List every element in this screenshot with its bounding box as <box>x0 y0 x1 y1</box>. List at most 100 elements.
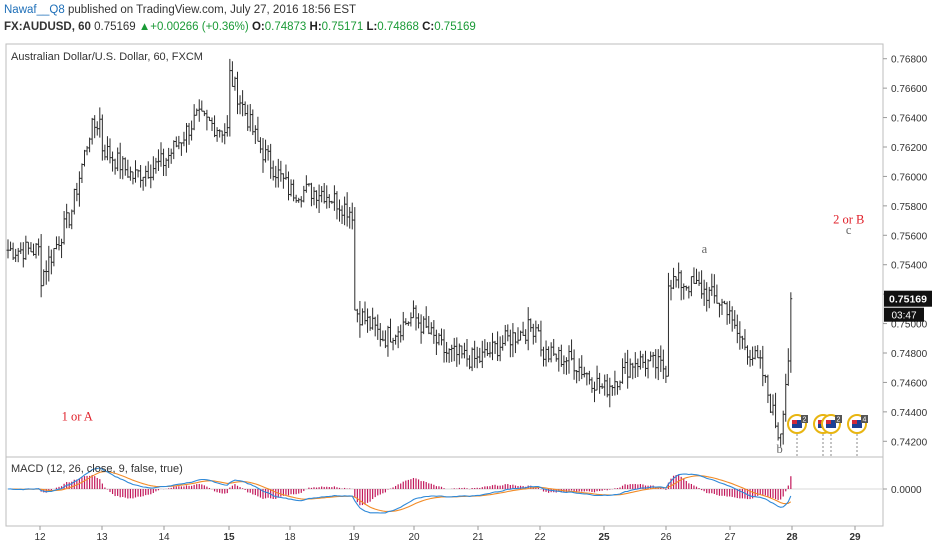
ohlc-bar <box>14 248 18 263</box>
ohlc-bar <box>437 333 441 346</box>
ohlc-bar <box>588 370 591 385</box>
ohlc-bar <box>223 123 227 145</box>
ohlc-bar <box>32 243 35 256</box>
ohlc-bar <box>702 279 706 306</box>
ohlc-bar <box>83 149 86 167</box>
ohlc-bar <box>519 330 522 341</box>
macd-panel-title: MACD (12, 26, close, 9, false, true) <box>11 463 183 475</box>
ohlc-bar <box>312 186 316 206</box>
ohlc-bar <box>753 345 757 360</box>
ohlc-bar <box>621 358 624 384</box>
ohlc-bar <box>180 142 183 156</box>
ohlc-bar <box>766 374 770 404</box>
chart-svg[interactable]: 0.0000 0.76800 0.76600 0.76400 0.76200 0.760… <box>0 40 932 550</box>
ohlc-bar <box>366 308 369 333</box>
ohlc-bar <box>126 159 130 178</box>
ohlc-bar <box>164 157 168 177</box>
ohlc-bar <box>649 351 652 362</box>
ohlc-bar <box>343 196 346 226</box>
price-tick-label: 0.76000 <box>891 172 928 183</box>
ohlc-bar <box>256 116 260 142</box>
price-tick-label: 0.74800 <box>891 349 928 360</box>
ohlc-bar <box>654 349 658 379</box>
ohlc-bar <box>435 329 438 356</box>
ohlc-bar <box>185 122 188 153</box>
ohlc-bar <box>62 211 66 245</box>
ohlc-bar <box>547 346 550 363</box>
ohlc-bar <box>501 335 505 351</box>
ohlc-bar <box>251 109 255 136</box>
last-price: 0.75169 <box>94 21 136 33</box>
ohlc-bar <box>353 207 357 311</box>
ohlc-bar <box>511 323 515 358</box>
ohlc-bar <box>310 182 313 207</box>
wave-label: a <box>702 242 708 256</box>
ohlc-bar <box>42 269 46 287</box>
ohlc-bar <box>707 286 711 309</box>
ohlc-bar <box>460 345 464 359</box>
ohlc-bar <box>34 243 38 259</box>
wave-label: b <box>776 442 782 456</box>
time-tick-label: 27 <box>724 532 736 543</box>
ohlc-bar <box>167 147 171 168</box>
author-name[interactable]: Nawaf__Q8 <box>4 4 65 16</box>
ohlc-bar <box>590 377 594 393</box>
ohlc-bar <box>210 117 214 131</box>
time-tick-label: 21 <box>472 532 484 543</box>
ohlc-bar <box>72 188 76 215</box>
ohlc-bar <box>182 131 186 147</box>
flag-corner <box>792 420 797 424</box>
ohlc-bar <box>465 339 469 367</box>
published-text: published on TradingView.com, July 27, 2… <box>67 4 357 16</box>
ohlc-bar <box>664 365 668 383</box>
ohlc-bar <box>108 138 112 164</box>
ohlc-bar <box>384 330 387 349</box>
ohlc-bar <box>6 239 10 259</box>
ohlc-bar <box>730 306 734 332</box>
ohlc-bar <box>394 334 397 345</box>
ohlc-bar <box>741 335 744 349</box>
macd-signal-line <box>8 471 792 512</box>
ohlc-bar <box>29 242 33 253</box>
ohlc-bar <box>626 349 630 389</box>
time-tick-label: 13 <box>96 532 108 543</box>
ohlc-bar <box>743 329 747 351</box>
ohlc-bar <box>299 196 303 208</box>
ohlc-bar <box>661 349 665 380</box>
ohlc-bar <box>266 145 270 161</box>
ohlc-bar <box>480 340 484 369</box>
ohlc-bar <box>761 345 765 387</box>
ohlc-bar <box>414 305 418 331</box>
ohlc-bar <box>187 122 191 145</box>
ohlc-bar <box>149 164 153 189</box>
ohlc-bar <box>90 117 94 145</box>
symbol-line: FX:AUDUSD, 60 0.75169 ▲+0.00266 (+0.36%)… <box>4 21 476 33</box>
ohlc-bar <box>712 274 716 304</box>
ohlc-bar <box>123 157 127 176</box>
ohlc-bar <box>373 316 377 337</box>
ohlc-bar <box>758 350 762 369</box>
ohlc-bar <box>284 164 288 180</box>
ohlc-bar <box>598 372 601 394</box>
ohlc-bar <box>473 340 477 368</box>
ohlc-bar <box>544 340 548 367</box>
price-tick-label: 0.76800 <box>891 55 928 66</box>
ohlc-bar <box>633 352 637 378</box>
ohlc-bar <box>784 373 788 422</box>
ohlc-bar <box>705 282 709 312</box>
ohlc-bar <box>488 341 492 358</box>
ohlc-bar <box>493 340 497 354</box>
countdown-label: 03:47 <box>891 311 916 322</box>
ohlc-bar <box>39 234 43 298</box>
ohlc-bar <box>549 342 553 363</box>
flag-corner <box>826 420 831 424</box>
price-tick-label: 0.74600 <box>891 378 928 389</box>
ohlc-bar <box>16 247 20 263</box>
ohlc-bar <box>735 314 739 344</box>
price-tick-label: 0.74200 <box>891 437 928 448</box>
ohlc-bar <box>577 358 581 382</box>
ohlc-bar <box>503 324 507 346</box>
ohlc-bar <box>85 145 89 156</box>
ohlc-bar <box>723 300 726 305</box>
ohlc-bar <box>157 149 160 171</box>
